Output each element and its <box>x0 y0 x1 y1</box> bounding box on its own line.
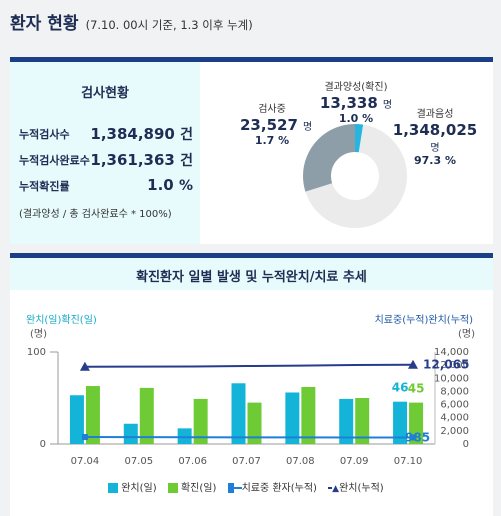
donut-label-negative: 결과음성 1,348,025 명 97.3 % <box>382 105 488 167</box>
bar-cured-daily <box>285 392 299 444</box>
x-tick-label: 07.06 <box>178 456 207 467</box>
trend-card: 확진환자 일별 발생 및 누적완치/치료 추세 완치(일)확진(일) (명) 치… <box>10 253 493 516</box>
bar-cured-daily <box>178 428 192 444</box>
right-tick-label: 8,000 <box>440 386 469 397</box>
right-tick-label: 10,000 <box>434 373 469 384</box>
bar-cured-daily <box>70 395 84 444</box>
right-tick-label: 6,000 <box>440 400 469 411</box>
data-label-treating-cum: 985 <box>405 431 430 445</box>
data-label-confirmed-daily: 45 <box>408 382 425 396</box>
x-tick-label: 07.07 <box>232 456 261 467</box>
data-label-cured-daily: 46 <box>392 381 409 395</box>
page-header: 환자 현황 (7.10. 00시 기준, 1.3 이후 누계) <box>10 9 253 34</box>
donut-label-in-test: 검사중 23,527 명 1.7 % <box>240 100 304 147</box>
line-cured-cum <box>85 365 413 367</box>
x-tick-label: 07.04 <box>71 456 100 467</box>
trend-chart: 010002,0004,0006,0008,00010,00012,00014,… <box>10 258 493 516</box>
right-tick-label: 4,000 <box>440 413 469 424</box>
bar-cured-daily <box>232 383 246 444</box>
legend-item-cured-daily: 완치(일) <box>108 483 157 494</box>
x-tick-label: 07.08 <box>286 456 315 467</box>
data-label-cured-cum: 12,065 <box>423 358 469 372</box>
page-title: 환자 현황 <box>10 14 78 34</box>
bar-cured-daily <box>124 424 138 444</box>
x-tick-label: 07.05 <box>124 456 153 467</box>
legend-item-cured-cum: ▲완치(누적) <box>328 483 384 494</box>
right-tick-label: 2,000 <box>440 426 469 437</box>
page-subtitle: (7.10. 00시 기준, 1.3 이후 누계) <box>86 18 253 32</box>
legend-item-treating-cum: 치료중 환자(누적) <box>228 483 317 494</box>
legend-item-confirmed-daily: 확진(일) <box>168 483 217 494</box>
x-tick-label: 07.10 <box>394 456 423 467</box>
point-treating-cum <box>82 434 88 440</box>
x-tick-label: 07.09 <box>340 456 369 467</box>
bar-confirmed-daily <box>140 388 154 444</box>
right-tick-label: 14,000 <box>434 347 469 358</box>
left-tick-label: 100 <box>27 347 46 358</box>
bar-confirmed-daily <box>86 386 100 444</box>
test-status-card: 검사현황 누적검사수 1,384,890 건 누적검사완료수 1,361,363… <box>10 57 493 244</box>
left-tick-label: 0 <box>40 439 46 450</box>
bar-confirmed-daily <box>301 387 315 444</box>
chart-legend: 완치(일) 확진(일) 치료중 환자(누적) ▲완치(누적) <box>108 479 384 494</box>
right-tick-label: 0 <box>463 439 469 450</box>
